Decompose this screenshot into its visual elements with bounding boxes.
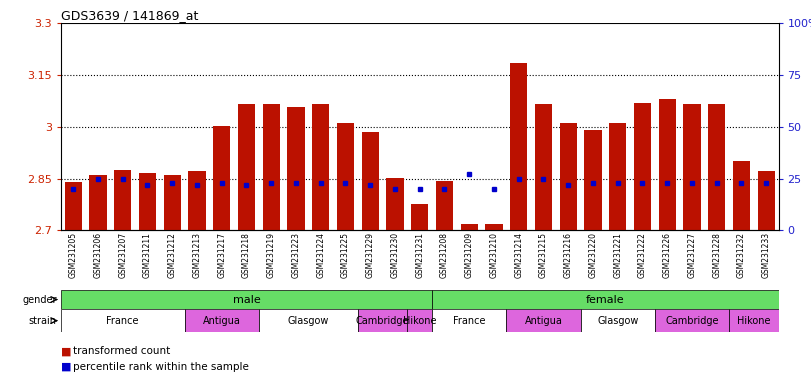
Text: Hikone: Hikone <box>737 316 770 326</box>
Bar <box>485 224 503 230</box>
Bar <box>581 309 654 332</box>
Bar <box>534 104 552 230</box>
Bar <box>139 174 156 230</box>
Bar <box>188 171 206 230</box>
Bar <box>757 171 775 230</box>
Bar <box>362 132 379 230</box>
Bar <box>185 309 259 332</box>
Text: Cambridge: Cambridge <box>665 316 719 326</box>
Bar <box>729 309 779 332</box>
Bar <box>213 126 230 230</box>
Bar <box>358 309 407 332</box>
Text: percentile rank within the sample: percentile rank within the sample <box>73 362 249 372</box>
Bar <box>61 290 432 309</box>
Bar <box>386 178 404 230</box>
Text: male: male <box>233 295 260 305</box>
Text: France: France <box>106 316 139 326</box>
Bar <box>61 309 185 332</box>
Bar <box>659 99 676 230</box>
Text: Cambridge: Cambridge <box>356 316 410 326</box>
Bar <box>407 309 432 332</box>
Text: Glasgow: Glasgow <box>288 316 329 326</box>
Bar <box>287 107 305 230</box>
Bar <box>560 123 577 230</box>
Bar <box>708 104 725 230</box>
Text: Antigua: Antigua <box>203 316 241 326</box>
Bar <box>506 309 581 332</box>
Bar <box>733 161 750 230</box>
Text: Hikone: Hikone <box>403 316 436 326</box>
Bar <box>238 104 255 230</box>
Bar <box>432 309 506 332</box>
Text: Antigua: Antigua <box>525 316 562 326</box>
Bar <box>510 63 527 230</box>
Bar <box>584 130 602 230</box>
Bar <box>654 309 729 332</box>
Text: Glasgow: Glasgow <box>597 316 638 326</box>
Bar <box>411 205 428 230</box>
Bar <box>461 224 478 230</box>
Bar <box>164 175 181 230</box>
Text: ■: ■ <box>61 362 71 372</box>
Bar <box>89 175 106 230</box>
Bar <box>436 181 453 230</box>
Bar <box>633 103 651 230</box>
Bar <box>432 290 779 309</box>
Text: GDS3639 / 141869_at: GDS3639 / 141869_at <box>61 9 198 22</box>
Text: ■: ■ <box>61 346 71 356</box>
Bar <box>684 104 701 230</box>
Bar <box>609 123 626 230</box>
Bar <box>312 104 329 230</box>
Bar <box>114 170 131 230</box>
Text: gender: gender <box>22 295 57 305</box>
Text: transformed count: transformed count <box>73 346 170 356</box>
Bar <box>337 123 354 230</box>
Text: strain: strain <box>28 316 57 326</box>
Text: France: France <box>453 316 486 326</box>
Bar <box>263 104 280 230</box>
Bar <box>259 309 358 332</box>
Bar <box>65 182 82 230</box>
Text: female: female <box>586 295 624 305</box>
